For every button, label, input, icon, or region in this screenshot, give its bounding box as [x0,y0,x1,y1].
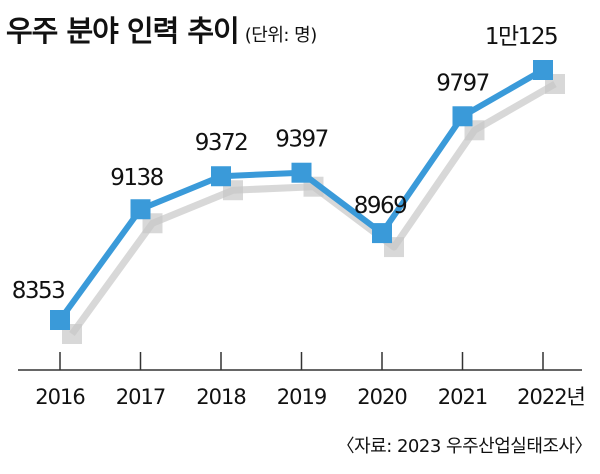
x-tick-label-5: 2021 [438,385,487,409]
x-tick-label-1: 2017 [116,385,165,409]
data-point-2 [211,166,231,187]
chart-title-block: 우주 분야 인력 추이 (단위: 명) [6,8,317,50]
chart-title: 우주 분야 인력 추이 [6,14,240,48]
data-label-4: 8969 [354,193,407,219]
data-label-2: 9372 [195,130,248,156]
data-point-4 [372,223,392,244]
data-label-3: 9397 [275,127,328,153]
data-label-6: 1만125 [485,24,557,50]
data-point-6 [533,60,553,80]
data-point-5 [452,106,473,127]
x-tick-label-6: 2022년 [517,385,585,409]
x-tick-label-0: 2016 [35,385,85,409]
source-note: 〈자료: 2023 우주산업실태조사〉 [336,436,593,457]
x-tick-label-3: 2019 [277,385,326,409]
data-point-0 [50,310,70,330]
data-label-1: 9138 [110,165,163,191]
data-point-3 [291,162,312,183]
x-tick-label-4: 2020 [357,385,406,409]
data-point-1 [130,199,151,220]
data-label-0: 8353 [12,278,65,304]
x-tick-label-2: 2018 [196,385,245,409]
data-label-5: 9797 [436,70,489,96]
unit-label: (단위: 명) [244,25,318,46]
